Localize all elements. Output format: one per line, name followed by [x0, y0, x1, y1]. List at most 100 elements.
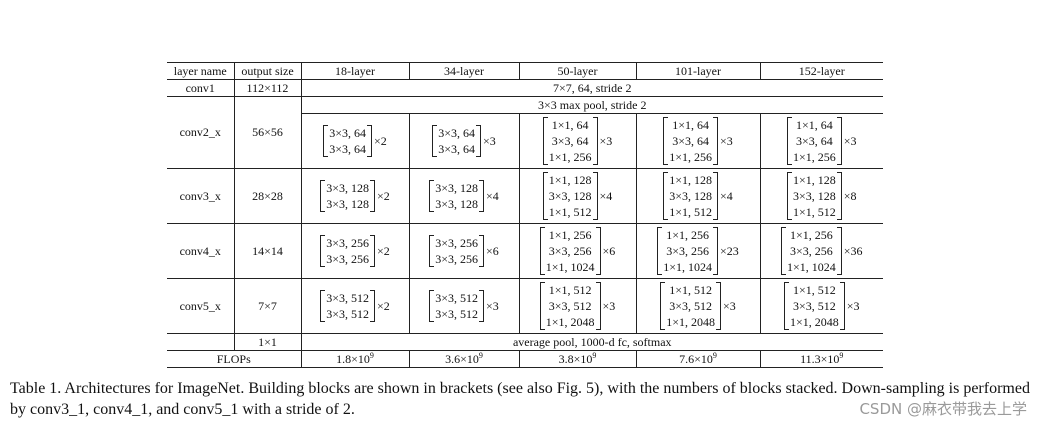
flops-base: 7.6×10	[679, 351, 713, 366]
block-layer: 3×3, 64	[329, 142, 366, 156]
block-layer: 1×1, 2048	[666, 315, 715, 329]
building-block: 1×1, 512 3×3, 512 1×1, 2048 ×3	[660, 282, 736, 330]
stage-row: conv5_x 7×7 3×3, 512 3×3, 512 ×2 3×3, 512 3×3,…	[167, 278, 883, 334]
stage-size: 7×7	[234, 278, 302, 334]
block-cell: 1×1, 128 3×3, 128 1×1, 512 ×4	[636, 168, 761, 224]
block-bracket: 3×3, 128 3×3, 128	[320, 180, 375, 212]
block-layer: 1×1, 64	[672, 118, 709, 132]
stage-row: conv4_x 14×14 3×3, 256 3×3, 256 ×2 3×3, 256 3×…	[167, 223, 883, 279]
block-multiplier: ×3	[846, 298, 860, 313]
block-layer: 1×1, 64	[551, 118, 589, 132]
stage-size: 56×56	[234, 96, 302, 169]
block-layer: 3×3, 64	[438, 126, 475, 140]
block-cell: 3×3, 512 3×3, 512 ×3	[409, 278, 520, 334]
flops-exponent: 9	[592, 350, 597, 360]
building-block: 1×1, 128 3×3, 128 1×1, 512 ×8	[786, 172, 857, 220]
block-cell: 1×1, 512 3×3, 512 1×1, 2048 ×3	[760, 278, 883, 334]
flops-base: 1.8×10	[336, 351, 370, 366]
building-block: 1×1, 512 3×3, 512 1×1, 2048 ×3	[783, 282, 860, 330]
flops-label: FLOPs	[167, 350, 302, 368]
block-layer: 1×1, 512	[792, 205, 836, 219]
block-layer: 3×3, 512	[326, 291, 369, 305]
block-multiplier: ×3	[602, 298, 616, 313]
header-34-layer: 34-layer	[409, 62, 520, 80]
flops-value: 11.3×109	[760, 350, 883, 368]
block-layer: 3×3, 128	[326, 181, 369, 195]
building-block: 3×3, 128 3×3, 128 ×4	[429, 180, 499, 212]
block-layer: 3×3, 512	[435, 291, 478, 305]
block-layer: 3×3, 512	[435, 307, 478, 321]
block-cell: 3×3, 512 3×3, 512 ×2	[301, 278, 410, 334]
header-18-layer: 18-layer	[301, 62, 410, 80]
block-layer: 3×3, 256	[435, 252, 478, 266]
block-layer: 1×1, 256	[548, 150, 592, 164]
block-bracket: 1×1, 256 3×3, 256 1×1, 1024	[780, 227, 842, 275]
block-layer: 1×1, 512	[669, 283, 712, 297]
block-layer: 1×1, 512	[548, 205, 592, 219]
flops-value: 1.8×109	[301, 350, 410, 368]
block-layer: 1×1, 1024	[545, 260, 595, 274]
header-50-layer: 50-layer	[519, 62, 637, 80]
block-layer: 3×3, 512	[669, 299, 712, 313]
block-layer: 3×3, 512	[792, 299, 836, 313]
building-block: 1×1, 64 3×3, 64 1×1, 256 ×3	[786, 117, 857, 165]
flops-row: FLOPs 1.8×109 3.6×109 3.8×109 7.6×109 11.3×10…	[167, 350, 883, 368]
block-layer: 3×3, 256	[435, 236, 478, 250]
building-block: 1×1, 256 3×3, 256 1×1, 1024 ×23	[657, 227, 739, 275]
block-cell: 3×3, 128 3×3, 128 ×2	[301, 168, 410, 224]
block-multiplier: ×6	[486, 243, 499, 258]
block-multiplier: ×3	[486, 298, 499, 313]
block-layer: 3×3, 128	[792, 189, 836, 203]
block-bracket: 3×3, 64 3×3, 64	[323, 125, 372, 157]
flops-exponent: 9	[369, 350, 374, 360]
stage-name: conv2_x	[167, 96, 235, 169]
block-bracket: 1×1, 512 3×3, 512 1×1, 2048	[783, 282, 845, 330]
block-multiplier: ×3	[720, 133, 733, 148]
header-152-layer: 152-layer	[760, 62, 883, 80]
block-multiplier: ×3	[843, 133, 857, 148]
block-multiplier: ×4	[486, 188, 499, 203]
block-layer: 3×3, 64	[551, 134, 589, 148]
block-cell: 1×1, 64 3×3, 64 1×1, 256 ×3	[760, 113, 883, 169]
flops-value: 3.6×109	[409, 350, 520, 368]
block-bracket: 3×3, 64 3×3, 64	[432, 125, 481, 157]
block-multiplier: ×6	[602, 243, 616, 258]
block-layer: 3×3, 64	[329, 126, 366, 140]
block-layer: 1×1, 256	[548, 228, 592, 242]
building-block: 1×1, 256 3×3, 256 1×1, 1024 ×6	[539, 227, 616, 275]
block-layer: 1×1, 512	[669, 205, 712, 219]
block-multiplier: ×3	[599, 133, 613, 148]
flops-exponent: 9	[478, 350, 483, 360]
conv1-row: conv1 112×112 7×7, 64, stride 2	[167, 79, 883, 97]
block-multiplier: ×2	[377, 243, 390, 258]
block-multiplier: ×4	[599, 188, 613, 203]
flops-base: 3.8×10	[558, 351, 593, 366]
block-cell: 1×1, 256 3×3, 256 1×1, 1024 ×6	[519, 223, 637, 279]
flops-value: 3.8×109	[519, 350, 637, 368]
flops-base: 11.3×10	[800, 351, 840, 366]
block-layer: 3×3, 128	[435, 197, 478, 211]
block-multiplier: ×8	[843, 188, 857, 203]
block-layer: 1×1, 256	[789, 228, 833, 242]
block-layer: 1×1, 512	[548, 283, 592, 297]
avgpool-name	[167, 333, 235, 351]
block-layer: 1×1, 1024	[786, 260, 836, 274]
block-cell: 1×1, 512 3×3, 512 1×1, 2048 ×3	[519, 278, 637, 334]
block-layer: 1×1, 256	[666, 228, 709, 242]
block-layer: 1×1, 128	[792, 173, 836, 187]
block-multiplier: ×3	[723, 298, 736, 313]
block-layer: 1×1, 2048	[545, 315, 595, 329]
building-block: 3×3, 128 3×3, 128 ×2	[320, 180, 390, 212]
block-bracket: 1×1, 128 3×3, 128 1×1, 512	[663, 172, 718, 220]
block-multiplier: ×4	[720, 188, 733, 203]
block-layer: 3×3, 64	[672, 134, 709, 148]
building-block: 3×3, 256 3×3, 256 ×6	[429, 235, 499, 267]
block-layer: 1×1, 2048	[789, 315, 839, 329]
conv1-size: 112×112	[234, 79, 302, 97]
stage-name: conv4_x	[167, 223, 235, 279]
building-block: 1×1, 64 3×3, 64 1×1, 256 ×3	[663, 117, 733, 165]
block-layer: 1×1, 1024	[663, 260, 712, 274]
block-cell: 3×3, 256 3×3, 256 ×6	[409, 223, 520, 279]
block-layer: 1×1, 256	[792, 150, 836, 164]
block-bracket: 1×1, 128 3×3, 128 1×1, 512	[786, 172, 842, 220]
